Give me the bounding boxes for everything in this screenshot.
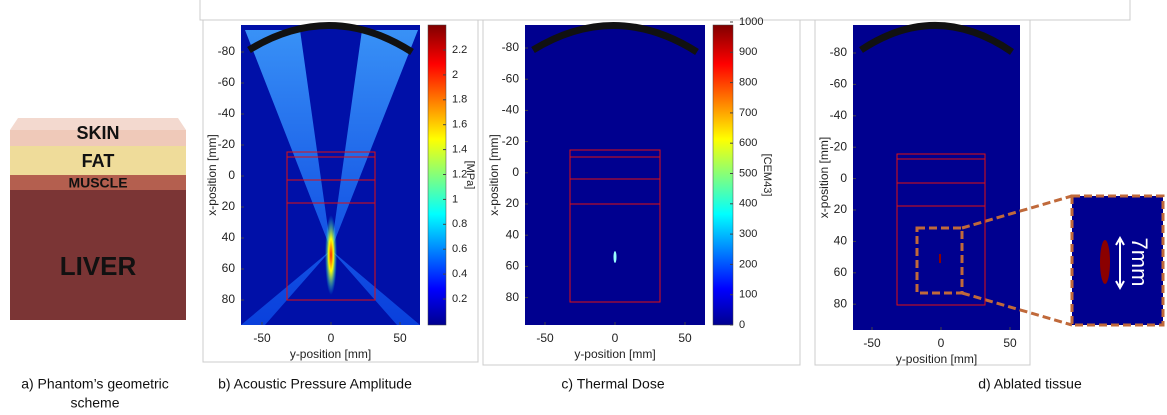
colorbar-tick-label: 200 <box>739 258 757 270</box>
colorbar-tick-label: 800 <box>739 77 757 89</box>
layer-label: FAT <box>82 151 115 171</box>
layer-label: SKIN <box>76 123 119 143</box>
frame <box>202 20 479 363</box>
colorbar-tick-label: 0 <box>739 319 745 331</box>
layer-label: MUSCLE <box>68 175 127 191</box>
y-tick-label: -20 <box>830 139 848 153</box>
ablation-spot <box>939 254 941 263</box>
y-tick-label: 80 <box>222 292 236 306</box>
x-axis-label: y-position [mm] <box>896 352 977 366</box>
y-axis-label: x-position [mm] <box>487 134 501 215</box>
y-tick-label: -80 <box>830 45 848 59</box>
colorbar-tick-label: 900 <box>739 46 757 58</box>
y-tick-label: 60 <box>506 259 520 273</box>
caption: b) Acoustic Pressure Amplitude <box>218 376 412 392</box>
y-tick-label: -60 <box>502 71 520 85</box>
colorbar-tick-label: 500 <box>739 167 757 179</box>
y-tick-label: 20 <box>506 196 520 210</box>
colorbar-tick-label: 2 <box>452 69 458 81</box>
frame <box>482 20 801 366</box>
colorbar-tick-label: 100 <box>739 289 757 301</box>
colorbar-label: [CEM43] <box>761 154 773 197</box>
y-tick-label: -80 <box>502 40 520 54</box>
x-tick-label: 50 <box>678 331 692 345</box>
x-tick-label: 50 <box>1003 336 1017 350</box>
layer-label: LIVER <box>60 251 137 281</box>
x-axis-label: y-position [mm] <box>574 347 655 361</box>
ablation-zone <box>1100 240 1110 284</box>
y-tick-label: -60 <box>830 77 848 91</box>
dose-spot <box>613 251 617 263</box>
transducer <box>859 22 1014 55</box>
y-tick-label: 80 <box>834 296 848 310</box>
zoom-inset <box>1070 194 1165 327</box>
y-tick-label: -40 <box>502 103 520 117</box>
y-tick-label: -80 <box>218 44 236 58</box>
y-tick-label: 0 <box>228 168 235 182</box>
y-tick-label: -20 <box>218 137 236 151</box>
colorbar-tick-label: 1 <box>452 193 458 205</box>
y-tick-label: -40 <box>830 108 848 122</box>
y-tick-label: -60 <box>218 75 236 89</box>
zoom-line <box>961 194 1073 327</box>
colorbar-tick-label: 1.4 <box>452 144 467 156</box>
transducer <box>531 22 699 55</box>
target-region <box>896 153 986 306</box>
x-tick-label: 0 <box>938 336 945 350</box>
colorbar-tick-label: 1.8 <box>452 94 467 106</box>
y-axis-label: x-position [mm] <box>205 134 219 215</box>
y-tick-label: 40 <box>506 227 520 241</box>
zoom-box <box>915 226 964 295</box>
y-tick-label: 60 <box>222 261 236 275</box>
caption: d) Ablated tissue <box>978 376 1082 392</box>
colorbar-tick-label: 1000 <box>739 16 763 28</box>
x-axis-label: y-position [mm] <box>290 347 371 361</box>
colorbar-tick-label: 400 <box>739 198 757 210</box>
y-tick-label: 80 <box>506 290 520 304</box>
colorbar-tick-label: 0.2 <box>452 293 467 305</box>
x-tick-label: -50 <box>253 331 271 345</box>
caption: a) Phantom’s geometric <box>21 376 169 392</box>
x-tick-label: -50 <box>863 336 881 350</box>
frame <box>814 20 1031 366</box>
x-tick-label: 0 <box>612 331 619 345</box>
colorbar-tick-label: 600 <box>739 137 757 149</box>
y-tick-label: 60 <box>834 265 848 279</box>
colorbar-tick-label: 0.8 <box>452 218 467 230</box>
y-tick-label: -20 <box>502 134 520 148</box>
colorbar-tick-label: 1.6 <box>452 119 467 131</box>
colorbar-tick-label: 300 <box>739 228 757 240</box>
x-tick-label: -50 <box>536 331 554 345</box>
transducer <box>247 22 414 55</box>
target-region <box>286 151 376 301</box>
colorbar-label: [MPa] <box>464 161 476 190</box>
colorbar-tick-label: 2.2 <box>452 44 467 56</box>
y-tick-label: 0 <box>512 165 519 179</box>
ablation-map <box>853 25 1020 330</box>
phantom: SKIN FAT MUSCLE LIVER <box>10 118 186 320</box>
y-tick-label: 20 <box>222 199 236 213</box>
bracket <box>199 0 1131 21</box>
size-arrow <box>1115 235 1125 291</box>
colorbar-tick-label: 0.6 <box>452 243 467 255</box>
target-region <box>569 149 661 303</box>
y-axis-label: x-position [mm] <box>817 137 831 218</box>
y-tick-label: 20 <box>834 202 848 216</box>
dose-map <box>525 25 705 325</box>
y-tick-label: 0 <box>840 171 847 185</box>
pressure-map <box>241 25 420 325</box>
x-tick-label: 50 <box>393 331 407 345</box>
colorbar-tick-label: 0.4 <box>452 268 467 280</box>
y-tick-label: -40 <box>218 106 236 120</box>
colorbar-tick-label: 1.2 <box>452 168 467 180</box>
colorbar <box>712 24 734 326</box>
caption: scheme <box>70 395 119 411</box>
y-tick-label: 40 <box>222 230 236 244</box>
zoom-label: 7mm <box>1127 238 1152 287</box>
caption: c) Thermal Dose <box>561 376 664 392</box>
y-tick-label: 40 <box>834 234 848 248</box>
colorbar-tick-label: 700 <box>739 107 757 119</box>
x-tick-label: 0 <box>328 331 335 345</box>
